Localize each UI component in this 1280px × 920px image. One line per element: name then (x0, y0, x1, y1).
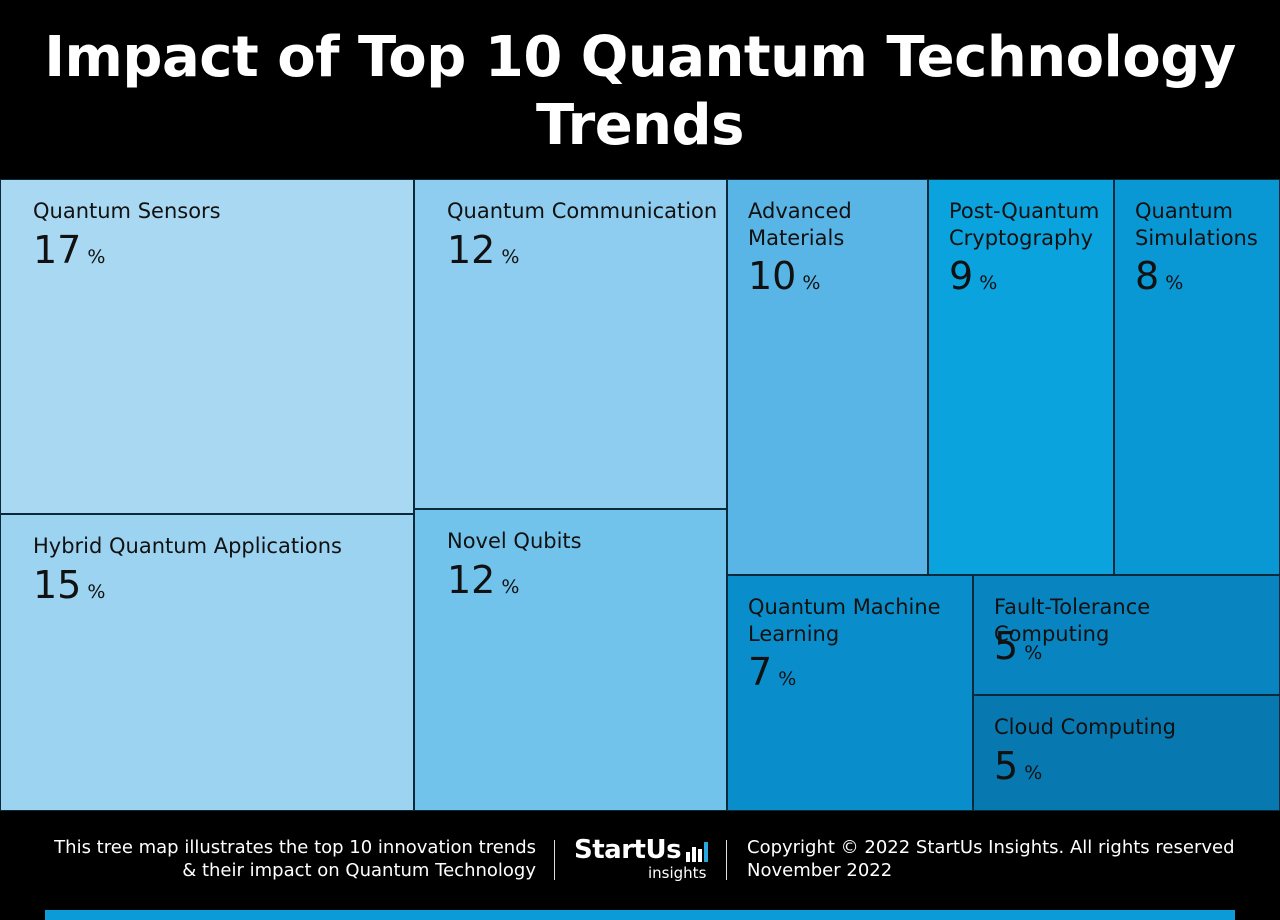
tile-label: Advanced Materials (748, 199, 852, 250)
tile-value-unit: % (87, 246, 106, 268)
tile-value-unit: % (1165, 272, 1184, 294)
tile-label: Quantum Simulations (1135, 199, 1258, 250)
tile-value-unit: % (1024, 642, 1043, 664)
tile-label: Fault-Tolerance Computing (994, 595, 1151, 646)
treemap-tile-advanced-materials: Advanced Materials 10% (727, 179, 928, 575)
copyright-text: Copyright © 2022 StartUs Insights. All r… (747, 837, 1235, 858)
tile-value-number: 7 (748, 650, 773, 694)
tile-label: Cloud Computing (994, 715, 1176, 739)
tile-value-number: 12 (447, 558, 496, 602)
tile-label: Hybrid Quantum Applications (33, 534, 342, 558)
footer-copyright-block: Copyright © 2022 StartUs Insights. All r… (747, 836, 1267, 882)
date-text: November 2022 (747, 860, 893, 881)
tile-label: Quantum Communication (447, 199, 718, 223)
bottom-accent-bar (45, 910, 1235, 920)
tile-value-unit: % (778, 668, 797, 690)
treemap-tile-novel-qubits: Novel Qubits 12% (414, 509, 727, 811)
tile-value: 8% (1135, 256, 1183, 303)
tile-value-number: 5 (994, 624, 1019, 668)
treemap: Quantum Sensors 17% Hybrid Quantum Applica… (0, 179, 1280, 811)
chart-title-line-2: Trends (536, 93, 744, 158)
tile-value-unit: % (501, 246, 520, 268)
tile-value-number: 10 (748, 254, 797, 298)
tile-label: Quantum Machine Learning (748, 595, 941, 646)
tile-value: 12% (447, 560, 519, 607)
tile-label: Novel Qubits (447, 529, 582, 553)
tile-value: 10% (748, 256, 820, 303)
footer-divider-left (554, 840, 555, 880)
treemap-tile-hybrid-quantum-applications: Hybrid Quantum Applications 15% (0, 514, 414, 811)
treemap-tile-quantum-sensors: Quantum Sensors 17% (0, 179, 414, 514)
treemap-tile-quantum-simulations: Quantum Simulations 8% (1114, 179, 1280, 575)
tile-value-number: 12 (447, 228, 496, 272)
tile-value-number: 17 (33, 228, 82, 272)
tile-label: Quantum Sensors (33, 199, 221, 223)
footer-description-line-1: This tree map illustrates the top 10 inn… (54, 837, 536, 858)
tile-value-number: 9 (949, 254, 974, 298)
logo-brand: StartUs (574, 835, 682, 865)
tile-value: 15% (33, 565, 105, 612)
tile-value: 5% (994, 746, 1042, 793)
footer-description: This tree map illustrates the top 10 inn… (0, 836, 536, 882)
tile-value: 9% (949, 256, 997, 303)
tile-value-number: 8 (1135, 254, 1160, 298)
logo-subtitle: insights (648, 864, 707, 882)
treemap-tile-quantum-machine-learning: Quantum Machine Learning 7% (727, 575, 973, 811)
treemap-tile-fault-tolerance-computing: Fault-Tolerance Computing 5% (973, 575, 1280, 695)
chart-title-line-1: Impact of Top 10 Quantum Technology (44, 25, 1236, 90)
startus-logo: StartUs insights (574, 836, 714, 884)
tile-value-number: 15 (33, 563, 82, 607)
footer-divider-right (726, 840, 727, 880)
tile-value: 12% (447, 230, 519, 277)
tile-value-unit: % (1024, 762, 1043, 784)
treemap-tile-post-quantum-cryptography: Post-Quantum Cryptography 9% (928, 179, 1114, 575)
tile-label: Post-Quantum Cryptography (949, 199, 1100, 250)
tile-value-unit: % (501, 576, 520, 598)
treemap-tile-cloud-computing: Cloud Computing 5% (973, 695, 1280, 811)
chart-title: Impact of Top 10 Quantum Technology Tren… (0, 24, 1280, 160)
bar-chart-icon (686, 842, 708, 862)
tile-value-unit: % (979, 272, 998, 294)
tile-value: 17% (33, 230, 105, 277)
tile-value-number: 5 (994, 744, 1019, 788)
tile-value-unit: % (87, 581, 106, 603)
tile-value: 5% (994, 626, 1042, 673)
footer-description-line-2: & their impact on Quantum Technology (182, 860, 536, 881)
tile-value: 7% (748, 652, 796, 699)
tile-value-unit: % (802, 272, 821, 294)
treemap-tile-quantum-communication: Quantum Communication 12% (414, 179, 727, 509)
